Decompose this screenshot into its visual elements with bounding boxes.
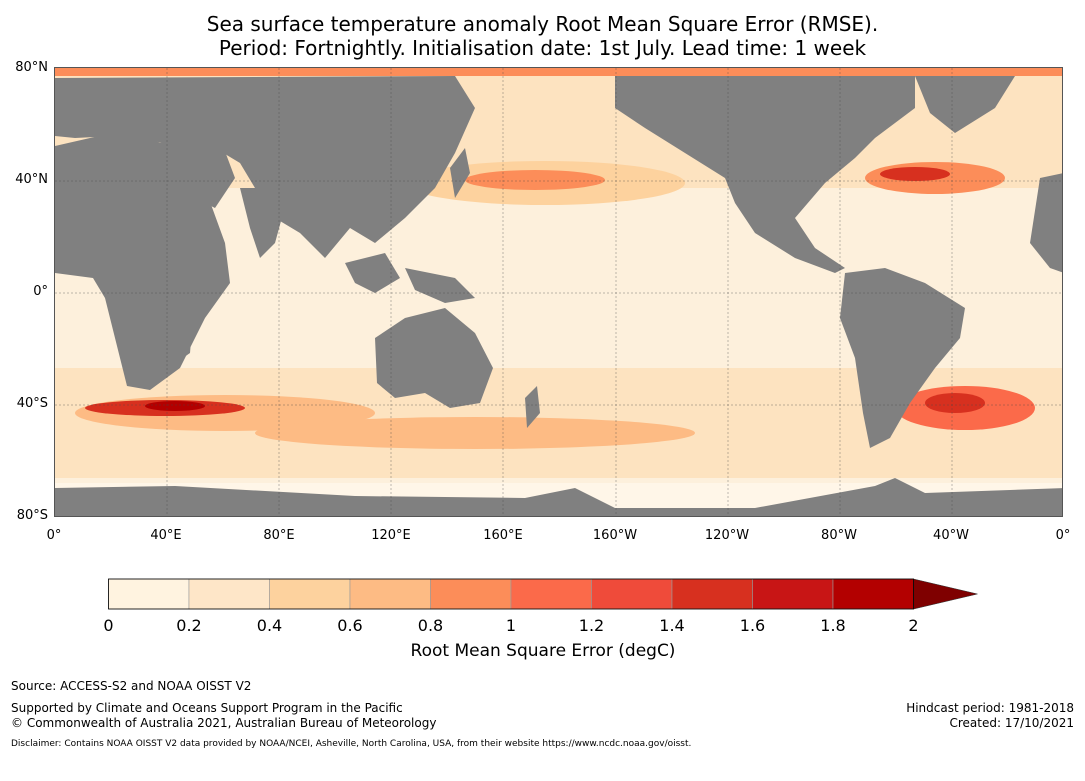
graticule [55,68,1062,516]
sst-rmse-map [55,68,1062,516]
colorbar-segment [349,578,431,610]
agulhas-peak [145,401,205,411]
southern-ocean-front [255,417,695,449]
brazil-malvinas-core [925,393,985,413]
colorbar-segment [510,578,592,610]
arctic-edge [55,68,1062,76]
colorbar-segment [752,578,834,610]
lon-label-40w: 40°W [933,528,969,543]
copyright-text: © Commonwealth of Australia 2021, Austra… [11,716,437,730]
lon-label-80w: 80°W [821,528,857,543]
antarctica [55,478,1062,516]
australia [375,308,493,408]
west-africa-wrap [1030,173,1062,273]
eurasia [55,76,475,258]
lat-label-80s: 80°S [16,508,48,523]
colorbar-segment [108,578,190,610]
lat-label-40s: 40°S [16,396,48,411]
disclaimer-text: Disclaimer: Contains NOAA OISST V2 data … [11,739,692,749]
colorbar-tick-label: 0.8 [417,616,444,635]
colorbar-segment [430,578,512,610]
lon-label-0-east: 0° [1055,528,1071,543]
colorbar-tick-label: 1 [505,616,517,635]
lon-label-160w: 160°W [592,528,638,543]
gulf-stream-core [880,167,950,181]
colorbar-tick-label: 1.2 [578,616,605,635]
map-title-line-2: Period: Fortnightly. Initialisation date… [218,36,867,60]
lon-label-120e: 120°E [371,528,411,543]
colorbar-segment [591,578,673,610]
colorbar-segment [269,578,351,610]
south-america [840,268,965,448]
lat-label-0: 0° [33,284,48,299]
indonesia [345,253,400,293]
colorbar-segment [188,578,270,610]
colorbar-tick-label: 0.6 [337,616,363,635]
created-date: Created: 17/10/2021 [949,716,1074,730]
map-title-line-1: Sea surface temperature anomaly Root Mea… [206,12,879,36]
colorbar-outline [108,578,914,610]
colorbar-tick-label: 0.2 [176,616,202,635]
kuroshio-core [465,170,605,190]
colorbar-segment [671,578,753,610]
colorbar-extend-arrow [913,578,978,610]
colorbar-tick-label: 1.4 [659,616,685,635]
india [240,188,290,258]
lon-label-40e: 40°E [150,528,182,543]
lon-label-0: 0° [46,528,62,543]
lat-label-40n: 40°N [15,172,48,187]
source-text: Source: ACCESS-S2 and NOAA OISST V2 [11,679,252,693]
arabia [155,138,235,208]
map-area [54,67,1063,517]
support-text: Supported by Climate and Oceans Support … [11,701,403,715]
lon-label-120w: 120°W [704,528,750,543]
greenland [915,76,1015,133]
colorbar-tick-label: 1.6 [739,616,766,635]
colorbar-tick-label: 0 [103,616,114,635]
colorbar-tick-label: 0.4 [256,616,283,635]
colorbar-label: Root Mean Square Error (degC) [410,641,676,661]
new-zealand [525,386,540,428]
colorbar-segment [832,578,914,610]
lon-label-160e: 160°E [483,528,523,543]
lat-label-80n: 80°N [15,60,48,75]
new-guinea [405,268,475,303]
colorbar-tick-label: 1.8 [820,616,846,635]
land-masses [55,76,1062,516]
madagascar [177,316,193,360]
colorbar [108,578,978,610]
japan [450,148,470,198]
colorbar-tick-label: 2 [908,616,919,635]
hindcast-period: Hindcast period: 1981-2018 [906,701,1074,715]
lon-label-80e: 80°E [263,528,295,543]
